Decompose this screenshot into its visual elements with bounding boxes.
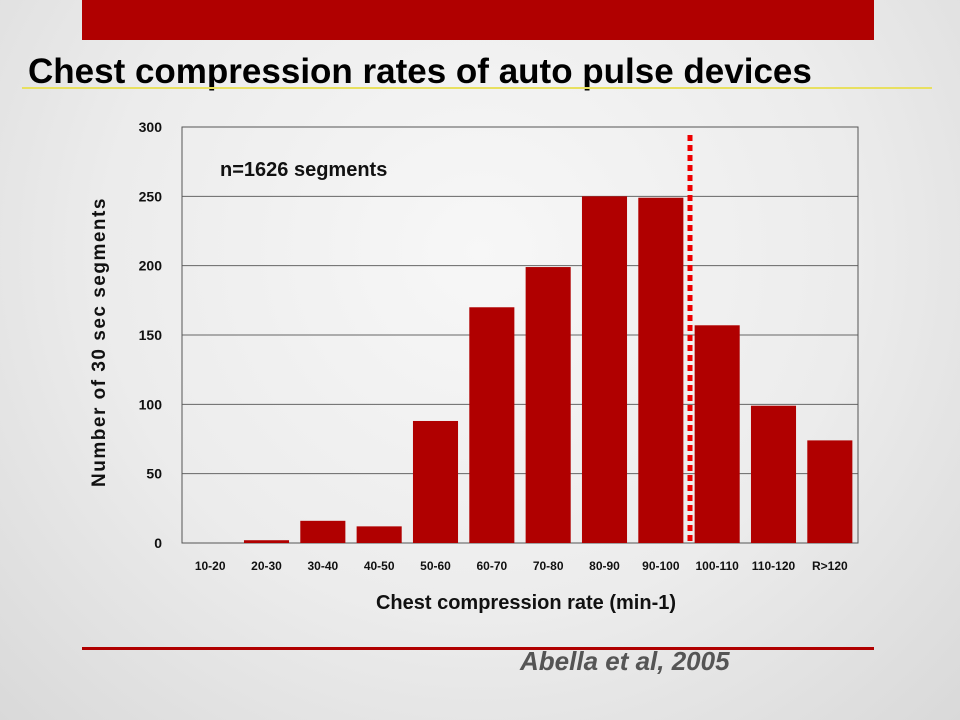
title-underline xyxy=(22,87,932,89)
bars xyxy=(243,196,853,544)
bar xyxy=(469,307,515,543)
x-tick-label: 50-60 xyxy=(420,559,451,573)
y-axis-title: Number of 30 sec segments xyxy=(89,197,110,487)
citation: Abella et al, 2005 xyxy=(520,646,730,676)
bar xyxy=(750,405,797,543)
plot-area-frame xyxy=(181,126,859,544)
x-tick-label: 80-90 xyxy=(589,559,620,573)
y-tick-label: 100 xyxy=(139,396,163,412)
x-tick-labels: 10-20 20-30 30-40 40-50 50-60 60-70 70-80 80-90… xyxy=(195,559,848,573)
x-tick-label: 110-120 xyxy=(752,559,796,573)
bar xyxy=(581,196,628,544)
x-tick-label: 10-20 xyxy=(195,559,226,573)
y-tick-labels: 0 50 100 150 200 250 300 xyxy=(139,119,163,551)
y-tick-label: 300 xyxy=(139,119,163,135)
x-tick-label: 20-30 xyxy=(251,559,282,573)
x-axis-title: Chest compression rate (min-1) xyxy=(376,592,676,614)
bar xyxy=(694,325,740,543)
y-tick-label: 50 xyxy=(146,466,162,482)
y-tick-label: 200 xyxy=(139,258,163,274)
x-tick-label: 70-80 xyxy=(533,559,564,573)
y-tick-label: 0 xyxy=(154,535,162,551)
x-tick-label: 40-50 xyxy=(364,559,395,573)
x-tick-label: 100-110 xyxy=(695,559,739,573)
top-accent-bar xyxy=(82,0,874,40)
y-tick-label: 150 xyxy=(139,327,163,343)
bottom-accent-rule xyxy=(82,647,874,650)
y-tick-label: 250 xyxy=(139,188,163,204)
x-tick-label: 60-70 xyxy=(476,559,507,573)
sample-size-annotation: n=1626 segments xyxy=(220,159,387,181)
bar xyxy=(525,267,571,543)
x-tick-label: R>120 xyxy=(812,559,848,573)
bar xyxy=(807,440,853,543)
bar xyxy=(300,520,346,543)
slide-title: Chest compression rates of auto pulse de… xyxy=(28,52,812,91)
bar xyxy=(243,540,290,543)
bar xyxy=(412,420,459,543)
x-tick-label: 30-40 xyxy=(307,559,338,573)
x-tick-label: 90-100 xyxy=(642,559,680,573)
bar xyxy=(638,197,684,543)
bar xyxy=(356,526,402,543)
